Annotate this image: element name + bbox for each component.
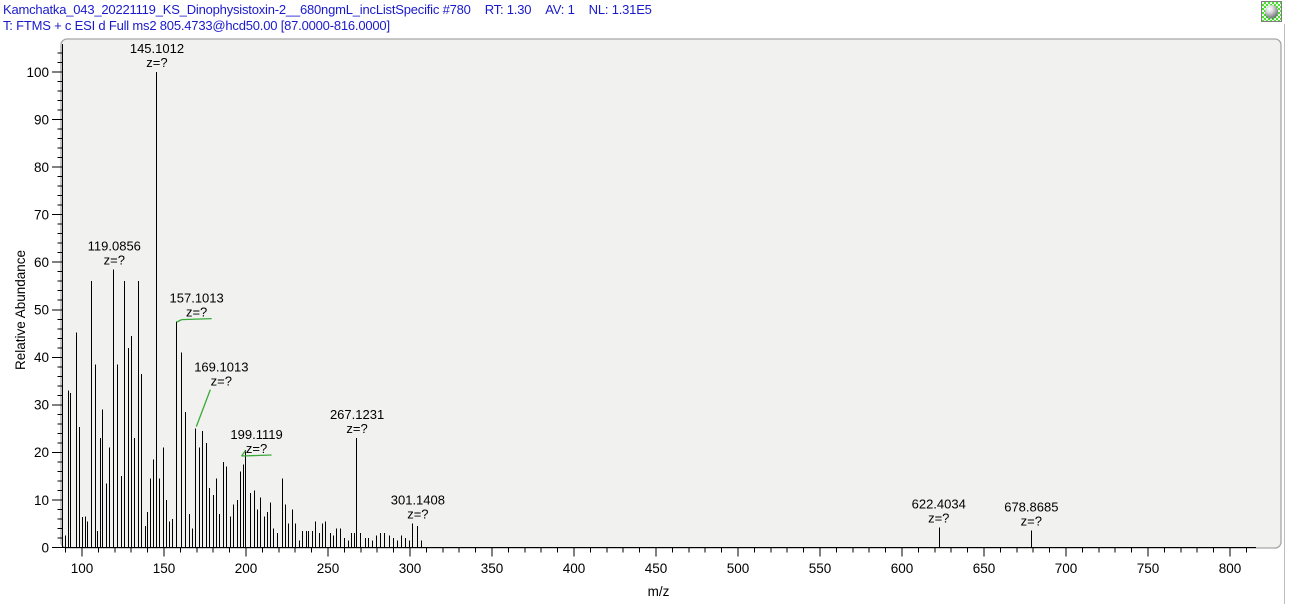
spectrum-peaks: [65, 72, 1032, 548]
peak-label-mz: 157.1013: [170, 291, 224, 306]
peak-label-charge: z=?: [211, 374, 232, 389]
y-tick-label: 100: [26, 65, 49, 80]
peak-label-charge: z=?: [146, 55, 167, 70]
x-tick-label: 350: [481, 561, 504, 576]
peak-label-charge: z=?: [246, 441, 267, 456]
annotation-underline: [241, 454, 272, 457]
peak-label-mz: 119.0856: [88, 238, 141, 253]
x-tick-label: 500: [727, 561, 750, 576]
axes: [52, 44, 1256, 557]
tick-labels: 0 10 20 30 40 50 60 70 80 90 100 100 150 200 250 300 350…: [26, 65, 1241, 576]
peak-label-mz: 145.1012: [130, 41, 184, 56]
x-tick-label: 550: [809, 561, 832, 576]
scan-header-file: Kamchatka_043_20221119_KS_Dinophysistoxi…: [3, 2, 471, 17]
x-tick-label: 250: [317, 561, 340, 576]
x-tick-label: 150: [153, 561, 176, 576]
x-tick-label: 100: [71, 561, 94, 576]
x-tick-label: 750: [1137, 561, 1160, 576]
x-axis-title: m/z: [648, 584, 670, 599]
peak-label-charge: z=?: [186, 305, 207, 320]
pane-divider: [1284, 24, 1285, 604]
peak-label-charge: z=?: [346, 421, 367, 436]
x-tick-label: 600: [891, 561, 914, 576]
y-tick-label: 0: [41, 540, 49, 555]
scan-header-line: Kamchatka_043_20221119_KS_Dinophysistoxi…: [3, 2, 652, 17]
y-tick-label: 40: [34, 350, 49, 365]
peak-label-mz: 267.1231: [330, 407, 384, 422]
x-tick-label: 200: [235, 561, 258, 576]
y-tick-label: 60: [34, 255, 49, 270]
peak-label-charge: z=?: [104, 252, 125, 267]
y-tick-label: 80: [34, 160, 49, 175]
y-tick-label: 20: [34, 445, 49, 460]
y-axis-title: Relative Abundance: [13, 250, 28, 370]
y-tick-label: 70: [34, 207, 49, 222]
x-tick-label: 450: [645, 561, 668, 576]
annotation-stub: [176, 319, 182, 323]
x-tick-label: 400: [563, 561, 586, 576]
apply-button[interactable]: [1261, 1, 1282, 22]
x-tick-label: 700: [1055, 561, 1078, 576]
scan-header-nl: NL: 1.31E5: [588, 2, 652, 17]
y-tick-label: 30: [34, 398, 49, 413]
scan-header-av: AV: 1: [545, 2, 575, 17]
scan-header-rt: RT: 1.30: [484, 2, 532, 17]
y-tick-label: 50: [34, 303, 49, 318]
x-tick-label: 800: [1219, 561, 1242, 576]
y-tick-label: 90: [34, 112, 49, 127]
annotation-connector-line: [195, 389, 211, 427]
peak-label-mz: 622.4034: [912, 497, 966, 512]
peak-label-mz: 301.1408: [391, 493, 445, 508]
x-tick-label: 300: [399, 561, 422, 576]
x-tick-label: 650: [973, 561, 996, 576]
peak-label-mz: 169.1013: [194, 360, 248, 375]
annotation-stub: [241, 450, 247, 457]
peak-label-charge: z=?: [1021, 513, 1042, 528]
peak-label-charge: z=?: [928, 511, 949, 526]
sphere-icon: [1265, 5, 1278, 18]
annotation-underline: [181, 317, 212, 321]
peak-label-mz: 199.1119: [230, 427, 282, 442]
y-tick-label: 10: [34, 493, 49, 508]
peak-label-charge: z=?: [407, 507, 428, 522]
peak-annotations: 119.0856z=?145.1012z=?157.1013z=?169.101…: [88, 41, 1059, 528]
peak-label-mz: 678.8685: [1004, 499, 1058, 514]
filter-header-line: T: FTMS + c ESI d Full ms2 805.4733@hcd5…: [3, 18, 390, 33]
